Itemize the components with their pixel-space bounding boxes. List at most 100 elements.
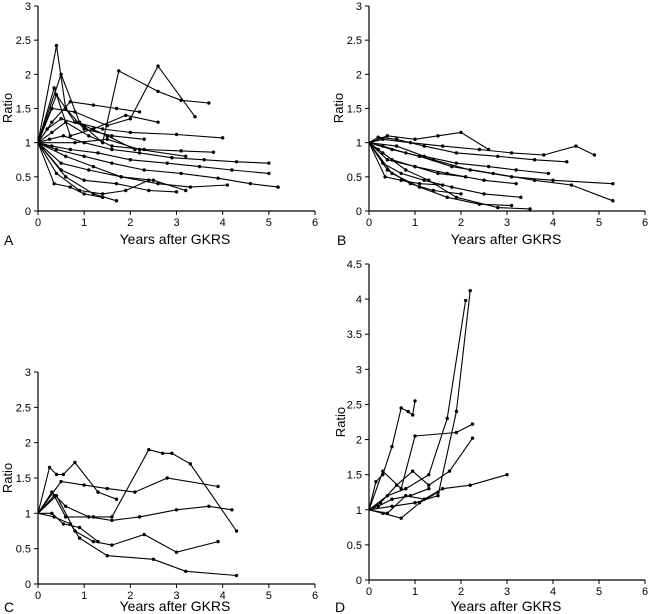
data-point <box>91 103 96 107</box>
data-point <box>82 483 86 487</box>
data-point <box>514 168 518 172</box>
data-point <box>73 140 77 145</box>
data-point <box>374 479 378 484</box>
data-point <box>128 130 133 135</box>
data-point <box>77 536 82 540</box>
data-point <box>110 161 114 165</box>
data-point <box>216 176 220 180</box>
data-point <box>470 422 475 426</box>
data-point <box>390 444 394 449</box>
series-line <box>37 121 214 153</box>
data-point <box>63 175 68 179</box>
data-point <box>73 110 77 114</box>
data-point <box>427 483 431 487</box>
data-point <box>417 501 422 505</box>
y-tick-label: 3 <box>25 1 31 13</box>
y-tick-label: 3 <box>25 367 31 379</box>
y-tick-label: 0 <box>356 206 362 218</box>
data-point <box>110 515 114 519</box>
data-point <box>459 130 463 135</box>
data-point <box>505 472 509 477</box>
data-point <box>399 516 403 520</box>
x-tick-label: 5 <box>266 217 272 229</box>
data-point <box>124 188 128 193</box>
data-point <box>165 476 169 480</box>
data-point <box>436 494 440 498</box>
data-point <box>440 183 445 187</box>
data-point <box>454 430 459 435</box>
x-tick-label: 0 <box>366 217 372 229</box>
data-point <box>54 493 59 498</box>
data-point <box>77 525 82 530</box>
data-point <box>385 158 390 162</box>
data-point <box>611 199 615 203</box>
data-point <box>445 195 449 200</box>
data-point <box>514 181 518 186</box>
data-point <box>542 153 546 157</box>
data-point <box>390 497 394 501</box>
data-point <box>137 147 142 152</box>
data-point <box>137 151 142 155</box>
x-tick-label: 6 <box>312 590 318 602</box>
data-point <box>468 483 472 487</box>
x-tick-label: 2 <box>458 217 464 229</box>
data-point <box>220 136 225 140</box>
data-point <box>592 153 597 157</box>
data-point <box>100 127 105 131</box>
data-point <box>574 144 578 148</box>
data-point <box>454 409 459 414</box>
data-point <box>427 178 431 182</box>
y-tick-label: 3 <box>356 1 362 13</box>
y-tick-label: 0 <box>25 579 31 591</box>
data-point <box>174 190 179 194</box>
data-point <box>105 554 109 558</box>
y-tick-label: 2 <box>25 69 31 81</box>
data-point <box>528 207 532 211</box>
data-point <box>110 518 114 523</box>
data-point <box>404 168 408 172</box>
data-point <box>463 175 468 179</box>
y-tick-label: 4.5 <box>347 259 362 271</box>
data-point <box>68 185 73 189</box>
panel-b: 0 1 2 3 4 5 6 0 0.5 1 1.5 2 2.5 3 Years after GKRS Rati… <box>331 1 648 248</box>
series-line <box>368 423 473 510</box>
series-line <box>368 300 467 511</box>
data-point <box>408 494 413 498</box>
data-point <box>399 171 403 176</box>
data-point <box>50 490 54 494</box>
data-point <box>87 134 91 138</box>
data-point <box>188 185 193 189</box>
data-point <box>482 178 486 182</box>
data-point <box>546 171 551 176</box>
y-tick-label: 0.5 <box>347 540 362 552</box>
data-point <box>160 451 165 455</box>
data-point <box>454 151 459 155</box>
series-line <box>368 142 613 202</box>
data-point <box>234 160 239 164</box>
data-point <box>496 154 500 159</box>
data-point <box>399 487 403 491</box>
data-point <box>54 43 59 48</box>
data-point <box>276 185 280 189</box>
data-point <box>142 532 146 537</box>
panel-a: 0 1 2 3 4 5 6 0 0.5 1 1.5 2 2.5 3 Years after GKRS Rati… <box>0 1 318 248</box>
data-point <box>565 160 569 164</box>
data-point <box>117 69 121 73</box>
data-point <box>156 89 160 94</box>
data-point <box>413 164 417 169</box>
data-point <box>188 462 193 466</box>
data-point <box>47 465 52 470</box>
data-point <box>50 120 54 124</box>
y-tick-label: 1 <box>356 505 362 517</box>
data-point <box>147 188 151 193</box>
series-line <box>368 136 567 163</box>
data-point <box>611 181 615 186</box>
x-tick-label: 3 <box>504 217 510 229</box>
data-point <box>50 130 54 135</box>
panel-label: C <box>4 599 14 614</box>
panel-label: A <box>4 232 14 248</box>
data-point <box>114 106 119 111</box>
data-point <box>519 195 523 200</box>
data-point <box>436 490 440 494</box>
data-point <box>376 504 380 508</box>
